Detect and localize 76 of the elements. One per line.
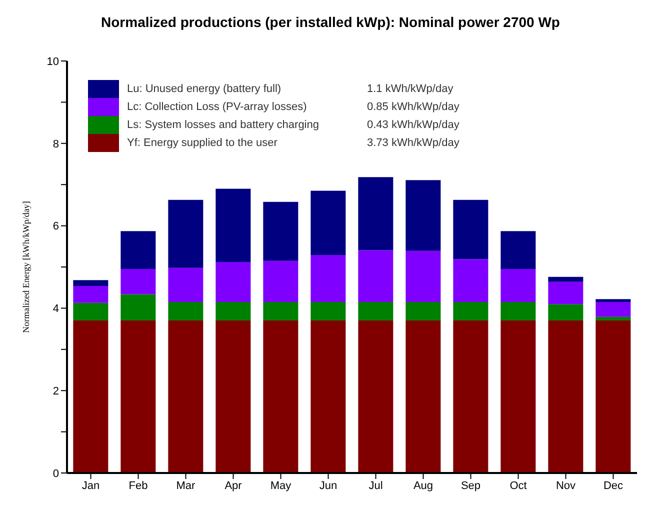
x-tick-label: Nov <box>556 480 576 492</box>
y-tick-label: 2 <box>52 386 59 398</box>
annotation: 3.73 kWh/kWp/day <box>367 136 460 151</box>
bar <box>548 282 584 304</box>
annotation: 1.1 kWh/kWp/day <box>367 82 454 97</box>
bar <box>120 294 156 321</box>
bar <box>596 302 631 317</box>
legend-label: Yf: Energy supplied to the user <box>127 136 278 151</box>
bar <box>500 269 536 302</box>
bar <box>263 260 298 302</box>
bar <box>73 302 108 321</box>
x-tick-label: Oct <box>510 480 527 492</box>
y-tick-label: 0 <box>52 468 59 480</box>
bar <box>310 190 346 256</box>
bar <box>596 299 631 302</box>
y-tick-label: 4 <box>52 303 59 316</box>
bar <box>263 302 298 321</box>
bar <box>548 304 584 321</box>
bar <box>453 320 488 473</box>
annotation: 0.85 kWh/kWp/day <box>367 100 460 115</box>
x-tick-label: Apr <box>224 480 242 492</box>
legend-label: Lu: Unused energy (battery full) <box>127 82 282 97</box>
bar <box>310 255 346 302</box>
bar <box>168 200 204 268</box>
bar <box>500 302 536 321</box>
bar <box>358 177 394 250</box>
y-tick-label: 10 <box>46 56 59 68</box>
x-tick-label: May <box>270 480 292 492</box>
bar <box>596 320 631 473</box>
annotation: 0.43 kWh/kWp/day <box>367 118 460 133</box>
bar <box>500 231 536 270</box>
bar <box>120 320 156 473</box>
bar <box>406 250 441 302</box>
chart-title: Normalized productions (per installed kWp): Nominal power 2700 Wp <box>100 14 561 30</box>
bar <box>453 302 488 321</box>
bar <box>73 286 108 303</box>
bar <box>358 320 394 473</box>
bar <box>596 316 631 321</box>
bar <box>216 320 251 473</box>
x-tick-label: Dec <box>603 480 624 492</box>
y-axis-title: Normalized Energy [kWh/kWp/day] <box>21 201 32 333</box>
x-tick-label: Sep <box>460 480 481 492</box>
bar <box>406 320 441 473</box>
bar <box>358 250 394 302</box>
bar <box>500 320 536 473</box>
bar <box>73 280 108 286</box>
x-tick-label: Mar <box>176 480 196 492</box>
x-tick-label: Jan <box>82 480 100 492</box>
bar <box>73 320 108 473</box>
bar <box>216 302 251 321</box>
bar <box>263 202 298 261</box>
bar <box>168 302 204 321</box>
y-tick-label: 8 <box>52 138 59 150</box>
bar <box>406 180 441 251</box>
bar <box>453 259 488 302</box>
bar <box>453 200 488 260</box>
bar <box>358 302 394 321</box>
bar <box>168 320 204 473</box>
bar <box>263 320 298 473</box>
x-tick-label: Jul <box>368 480 383 492</box>
y-tick-label: 6 <box>52 220 59 233</box>
x-tick-label: Jun <box>319 480 338 492</box>
x-tick-label: Feb <box>128 480 148 492</box>
x-tick-label: Aug <box>413 480 434 492</box>
bar <box>216 262 251 302</box>
bar <box>310 302 346 321</box>
bar <box>406 302 441 321</box>
bar <box>548 320 584 473</box>
bar <box>548 276 584 282</box>
bar <box>310 320 346 473</box>
bar <box>168 268 204 302</box>
bar <box>120 231 156 270</box>
bar <box>216 188 251 262</box>
legend-label: Lc: Collection Loss (PV-array losses) <box>127 100 308 115</box>
legend-label: Ls: System losses and battery charging <box>127 118 320 133</box>
bar <box>120 269 156 294</box>
